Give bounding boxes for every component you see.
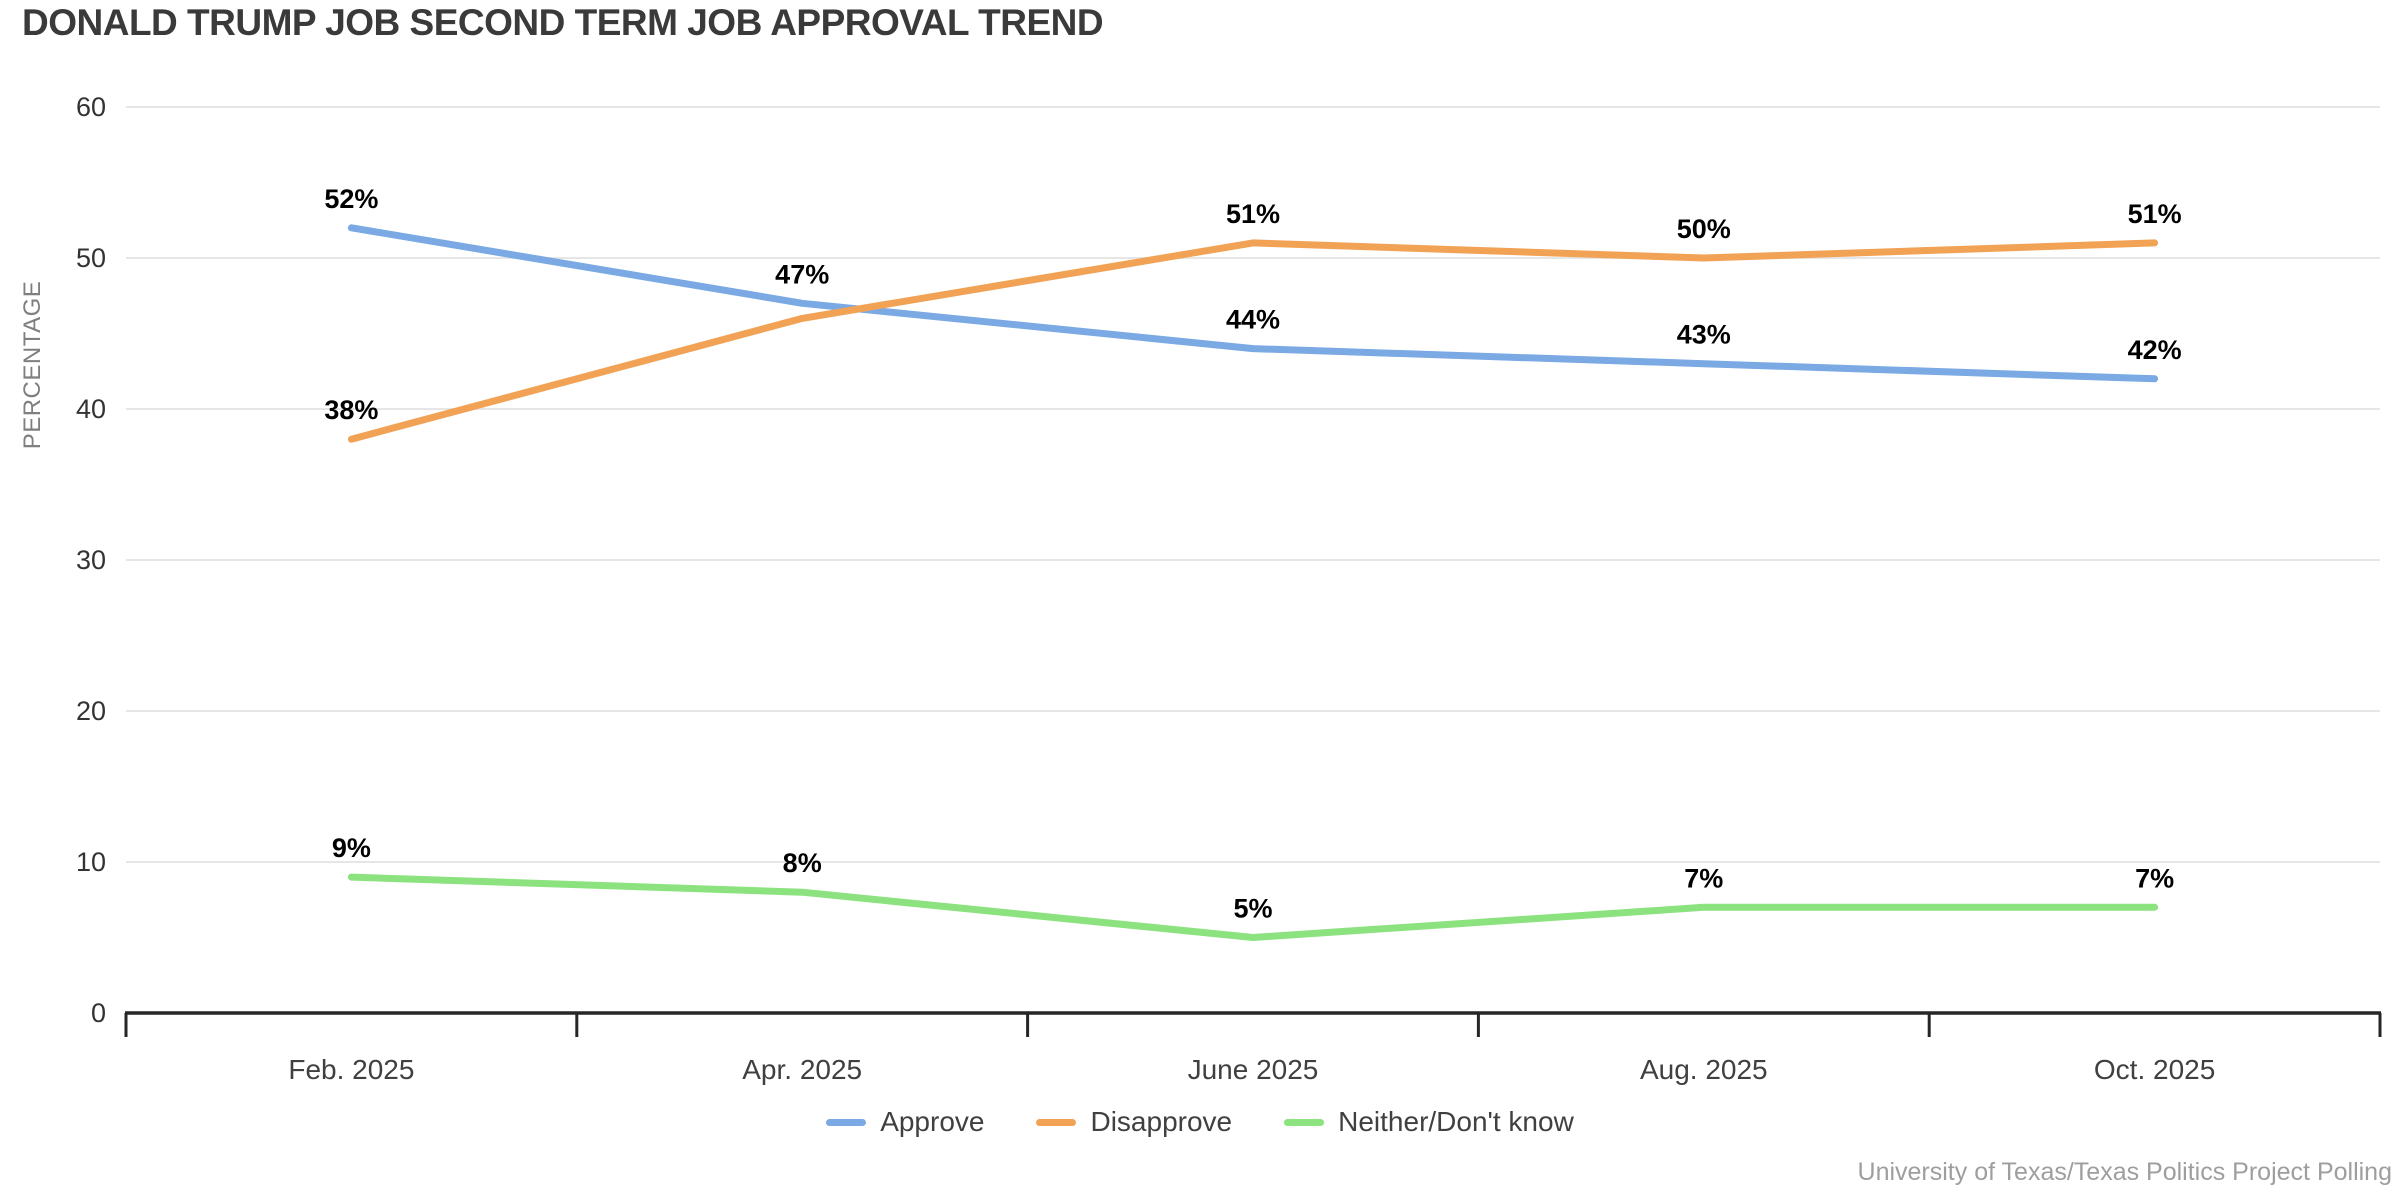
legend-item-neither-don-t-know: Neither/Don't know: [1284, 1106, 1574, 1138]
data-label-disapprove: 50%: [1677, 214, 1731, 244]
legend-swatch-disapprove: [1036, 1118, 1077, 1126]
y-tick-label: 40: [76, 394, 106, 424]
data-label-approve: 44%: [1226, 305, 1280, 335]
y-tick-label: 60: [76, 92, 106, 122]
data-label-disapprove: 51%: [1226, 199, 1280, 229]
data-label-approve: 43%: [1677, 320, 1731, 350]
data-label-neither-don-t-know: 8%: [783, 848, 822, 878]
source-attribution: University of Texas/Texas Politics Proje…: [1857, 1158, 2392, 1186]
y-tick-label: 10: [76, 847, 106, 877]
x-tick-label: Feb. 2025: [288, 1054, 414, 1085]
series-line-neither-don-t-know: [347, 873, 2159, 941]
x-tick-label: Apr. 2025: [742, 1054, 862, 1085]
legend-swatch-neither-don-t-know: [1284, 1118, 1325, 1126]
legend-swatch-approve: [826, 1118, 867, 1126]
data-label-neither-don-t-know: 7%: [2135, 863, 2174, 893]
data-label-disapprove: 38%: [324, 395, 378, 425]
data-label-neither-don-t-know: 9%: [332, 833, 371, 863]
legend-label-neither-don-t-know: Neither/Don't know: [1338, 1106, 1574, 1137]
y-tick-label: 50: [76, 243, 106, 273]
y-tick-label: 30: [76, 545, 106, 575]
legend-item-disapprove: Disapprove: [1036, 1106, 1232, 1138]
x-tick-label: Oct. 2025: [2094, 1054, 2215, 1085]
data-label-disapprove: 51%: [2128, 199, 2182, 229]
x-tick-label: Aug. 2025: [1640, 1054, 1768, 1085]
series-line-disapprove: [347, 239, 2159, 443]
y-tick-label: 0: [91, 998, 106, 1028]
chart-title: DONALD TRUMP JOB SECOND TERM JOB APPROVA…: [22, 2, 1104, 43]
y-tick-label: 20: [76, 696, 106, 726]
data-label-approve: 42%: [2128, 335, 2182, 365]
chart-legend: Approve Disapprove Neither/Don't know: [0, 1106, 2400, 1138]
data-label-neither-don-t-know: 7%: [1684, 863, 1723, 893]
legend-item-approve: Approve: [826, 1106, 984, 1138]
data-label-approve: 52%: [324, 184, 378, 214]
x-tick-label: June 2025: [1188, 1054, 1319, 1085]
legend-label-disapprove: Disapprove: [1090, 1106, 1233, 1137]
series-line-approve: [347, 224, 2159, 383]
data-label-neither-don-t-know: 5%: [1233, 894, 1272, 924]
y-axis-title: PERCENTAGE: [19, 281, 46, 450]
data-label-approve: 47%: [775, 259, 829, 289]
legend-label-approve: Approve: [880, 1106, 985, 1137]
